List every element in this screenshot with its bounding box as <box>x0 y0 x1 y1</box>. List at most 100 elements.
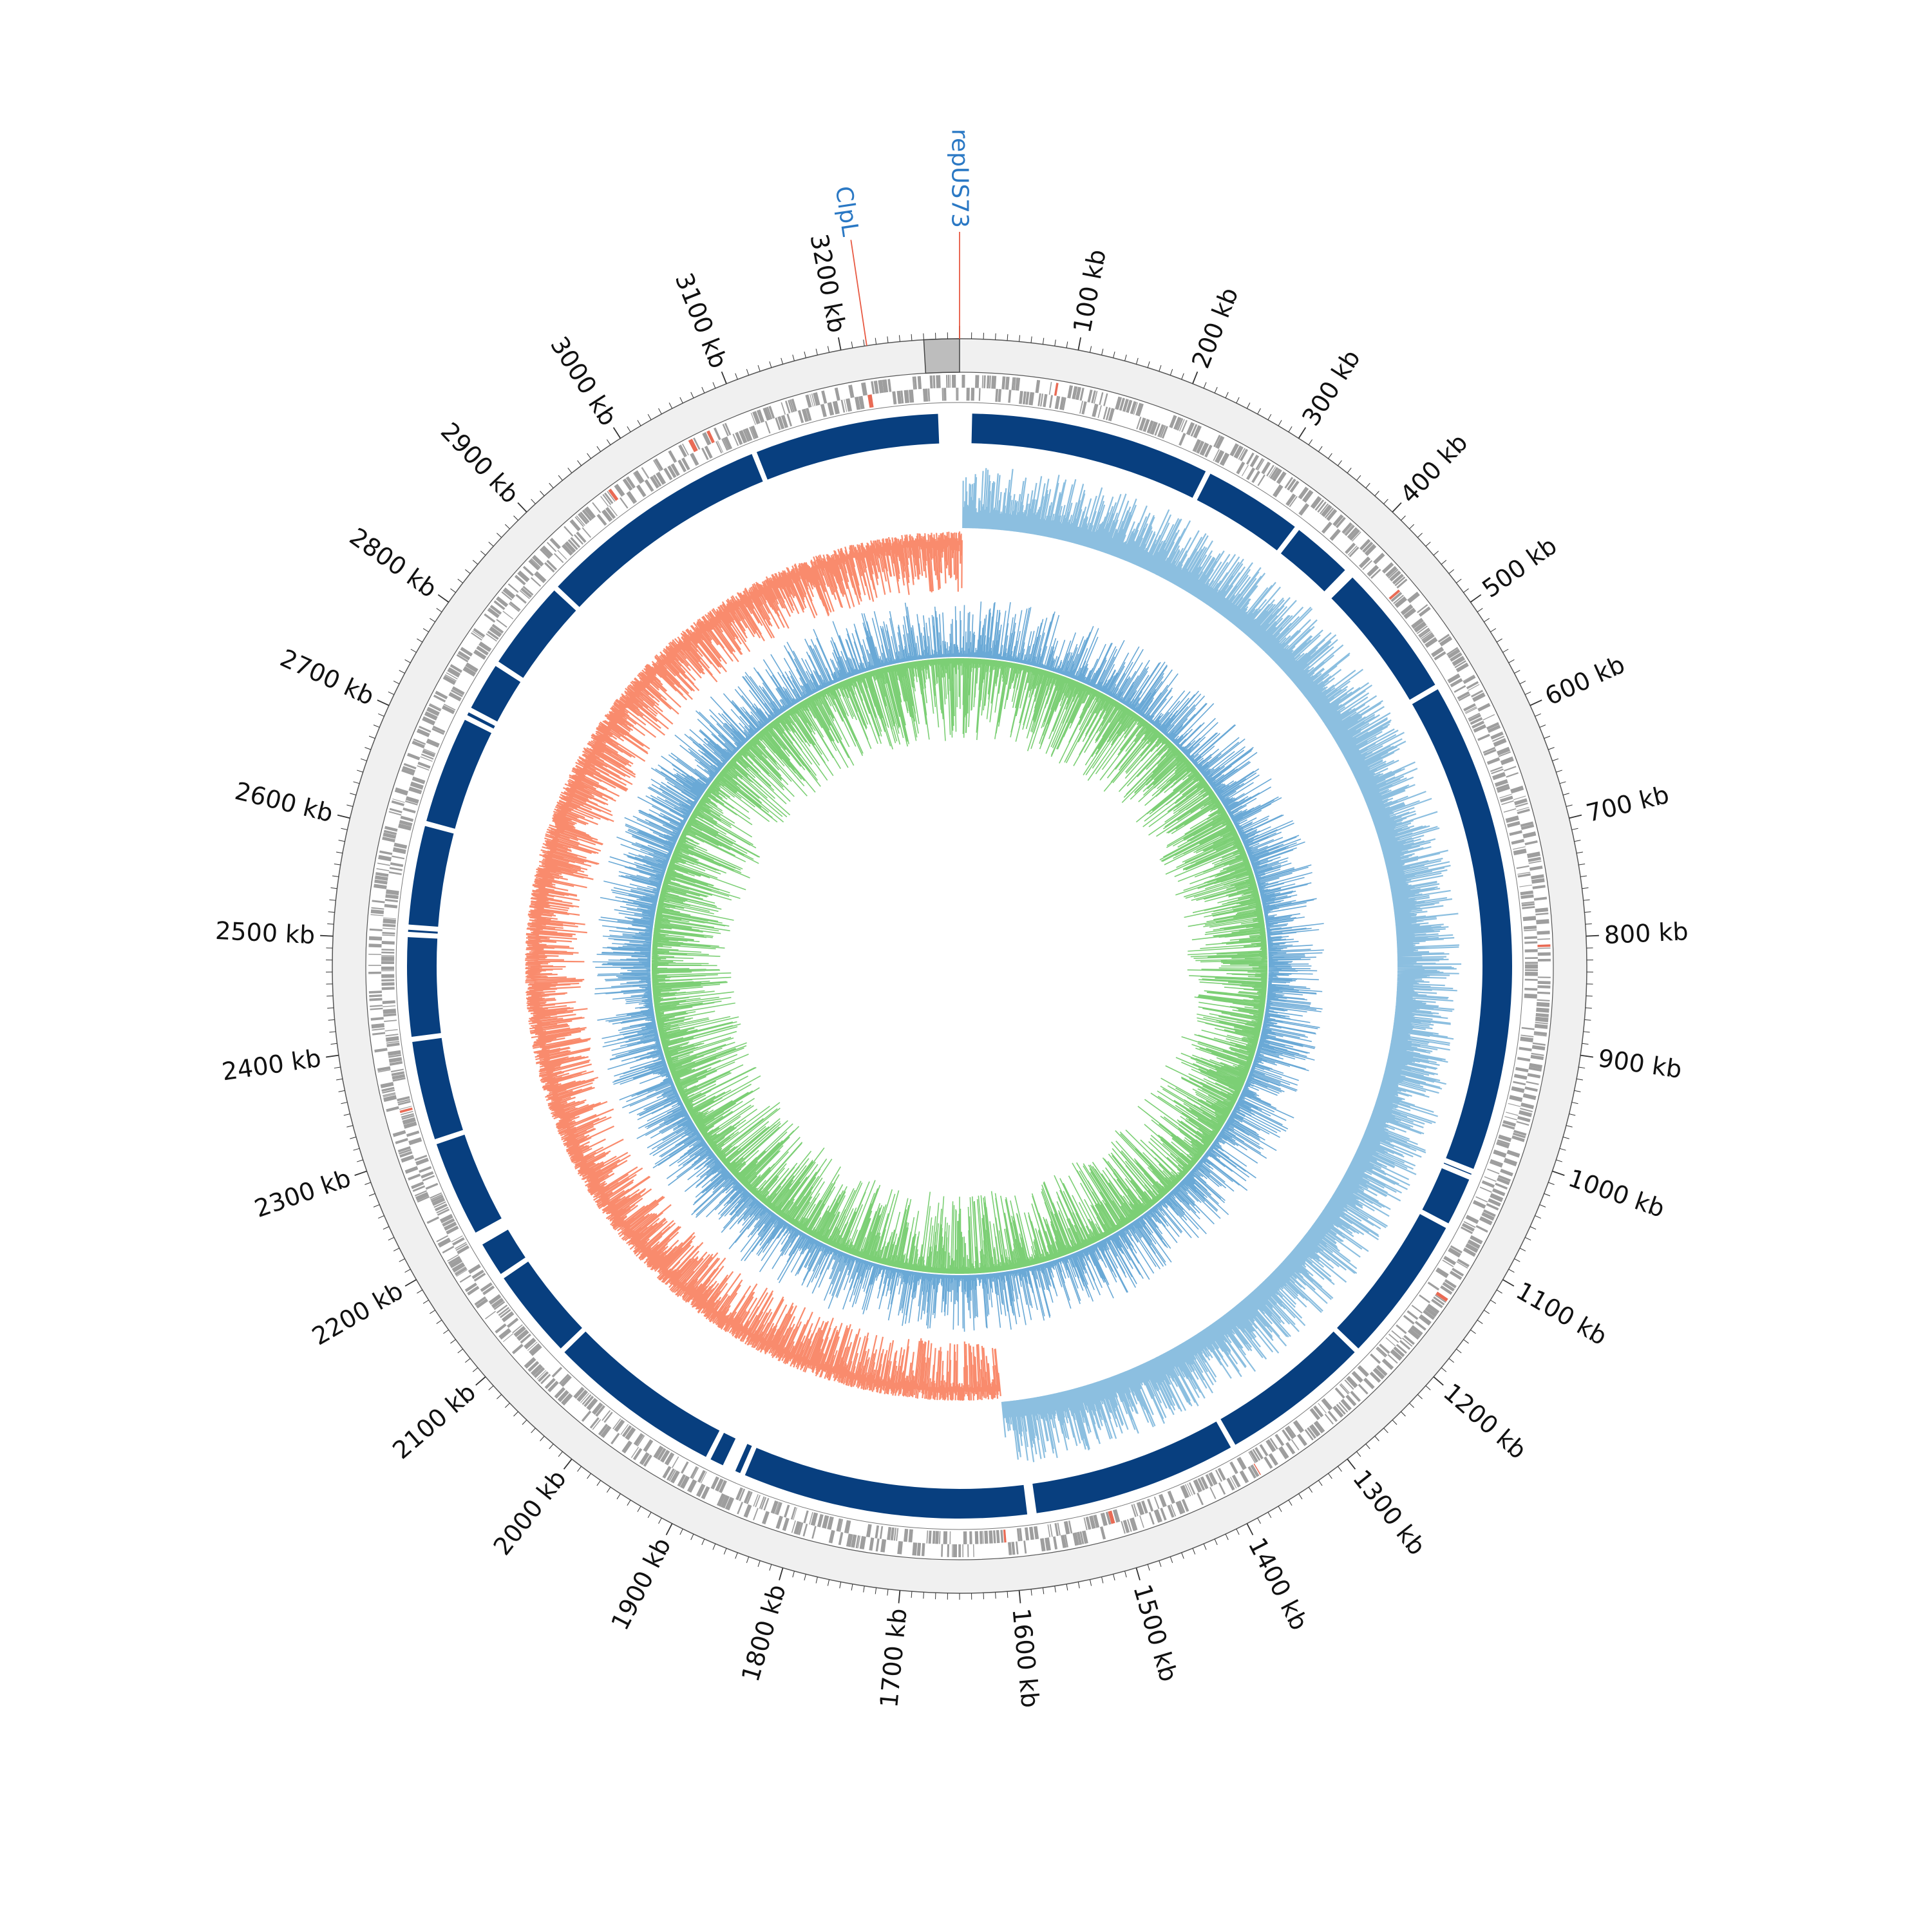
gene <box>1373 553 1385 565</box>
gene <box>1431 1298 1443 1309</box>
major-tick <box>1530 699 1542 706</box>
gene <box>1240 448 1249 462</box>
gene <box>1524 840 1538 846</box>
minor-tick <box>1477 1320 1483 1324</box>
gene <box>1536 919 1549 925</box>
gene <box>681 1461 689 1474</box>
gene <box>1536 1007 1549 1013</box>
gene <box>913 376 917 390</box>
gene <box>791 398 797 412</box>
gene <box>1072 1532 1079 1546</box>
minor-tick <box>1214 1539 1218 1546</box>
gene <box>1506 772 1519 778</box>
gene <box>502 587 516 600</box>
gene <box>448 692 462 702</box>
gene <box>1000 1530 1004 1543</box>
minor-tick <box>1383 1428 1388 1434</box>
gene <box>424 711 438 721</box>
gene <box>1403 1334 1415 1345</box>
gene <box>1246 467 1256 480</box>
gene <box>432 725 446 734</box>
tick-label: 300 kb <box>1296 345 1366 431</box>
gene <box>368 971 382 974</box>
gene <box>781 415 789 428</box>
gene <box>1100 1512 1108 1526</box>
gene <box>381 979 395 982</box>
gene <box>677 1473 687 1487</box>
gene <box>416 728 430 737</box>
minor-tick <box>338 840 345 842</box>
major-tick <box>1433 1376 1444 1386</box>
gene <box>1276 471 1287 484</box>
gene <box>1427 1282 1440 1291</box>
gene <box>1500 756 1514 766</box>
tick-label: 1800 kb <box>736 1581 791 1685</box>
gene <box>784 401 791 414</box>
gene <box>1188 1482 1196 1495</box>
minor-tick <box>1192 1548 1196 1555</box>
gene <box>433 1201 446 1208</box>
gene <box>739 430 748 444</box>
gene <box>943 388 947 401</box>
gene <box>1367 565 1379 577</box>
gene <box>756 409 765 423</box>
gene <box>383 917 397 920</box>
minor-tick <box>1066 341 1068 348</box>
gene <box>992 1530 996 1544</box>
major-tick <box>404 1279 417 1287</box>
tick-label: 2900 kb <box>435 417 525 509</box>
gene <box>878 379 884 393</box>
minor-tick <box>1556 770 1562 773</box>
minor-tick <box>769 361 772 368</box>
gene <box>963 1531 967 1544</box>
gene <box>1175 1501 1184 1515</box>
gene <box>527 1361 540 1372</box>
gene <box>397 1096 410 1102</box>
gene <box>412 1185 426 1192</box>
tick-label: 1600 kb <box>1007 1607 1045 1709</box>
gene <box>1381 1358 1394 1370</box>
minor-tick <box>497 533 502 538</box>
minor-tick <box>1159 365 1162 372</box>
minor-tick <box>350 793 357 795</box>
gene <box>406 1130 420 1137</box>
gene <box>781 402 786 415</box>
gene <box>887 379 892 392</box>
gene <box>384 904 398 909</box>
minor-tick <box>1257 1517 1261 1524</box>
gene <box>882 379 889 393</box>
gene <box>1040 1538 1046 1552</box>
minor-tick <box>480 551 486 556</box>
gene <box>1437 634 1450 643</box>
gene <box>1521 1027 1535 1030</box>
gene <box>1489 1159 1504 1168</box>
tick-label: 900 kb <box>1596 1044 1684 1084</box>
gene <box>719 1480 727 1493</box>
gene <box>377 1069 391 1073</box>
gene <box>1213 435 1221 448</box>
gene <box>1259 1444 1269 1457</box>
gc-skew-positive <box>962 468 1462 1463</box>
minor-tick <box>1007 334 1009 341</box>
gene <box>400 815 414 822</box>
gene <box>569 519 581 531</box>
gene <box>536 1370 547 1380</box>
minor-tick <box>1054 339 1056 346</box>
gene <box>1514 798 1528 806</box>
rrna-gene <box>1388 589 1401 600</box>
gene <box>1298 486 1309 500</box>
gene <box>1517 1115 1531 1122</box>
gene <box>381 951 395 954</box>
gene <box>1271 468 1282 482</box>
minor-tick <box>839 1582 842 1589</box>
minor-tick <box>1524 1236 1531 1241</box>
gene <box>1063 1520 1070 1535</box>
gene <box>1526 1081 1539 1085</box>
gene <box>693 437 701 450</box>
feature-label: repUS73 <box>947 129 973 228</box>
gene <box>570 536 581 548</box>
major-tick <box>612 427 621 439</box>
gene <box>1477 703 1491 712</box>
gene <box>1057 1522 1061 1536</box>
gene <box>1385 565 1397 578</box>
